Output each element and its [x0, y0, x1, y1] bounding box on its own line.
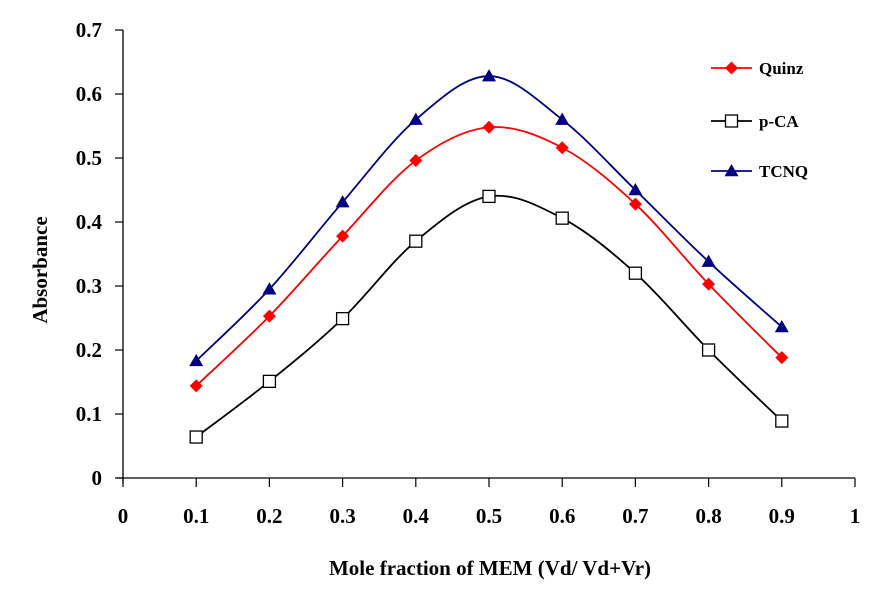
y-tick-label: 0.2	[76, 338, 102, 362]
data-point-quinz	[189, 379, 203, 393]
y-tick-label: 0.3	[76, 274, 102, 298]
data-point-p-ca	[482, 189, 496, 204]
y-tick-label: 0.7	[76, 18, 102, 42]
data-point-quinz	[775, 351, 789, 365]
x-tick-label: 0.8	[695, 504, 721, 528]
series-line-tcnq	[195, 75, 783, 362]
y-tick-label: 0.4	[76, 210, 103, 234]
series-tcnq	[189, 69, 789, 367]
series-line-quinz	[195, 126, 783, 387]
data-point-tcnq	[701, 254, 716, 267]
x-tick-label: 1	[850, 504, 861, 528]
y-axis-title: Absorbance	[28, 216, 52, 323]
series-line-p-ca	[195, 194, 783, 438]
legend-marker-tcnq	[724, 164, 739, 177]
data-point-p-ca	[262, 374, 277, 389]
x-tick-label: 0.5	[476, 504, 502, 528]
data-point-quinz	[628, 197, 642, 211]
x-tick-label: 0.7	[622, 504, 648, 528]
data-point-quinz	[702, 277, 716, 291]
data-point-tcnq	[482, 69, 496, 82]
data-point-quinz	[555, 141, 569, 155]
x-tick-label: 0	[118, 504, 129, 528]
y-tick-label: 0.6	[76, 82, 102, 106]
x-tick-label: 0.1	[183, 504, 209, 528]
legend-label-quinz: Quinz	[759, 59, 804, 78]
data-point-tcnq	[189, 353, 204, 367]
legend-label-tcnq: TCNQ	[759, 162, 808, 181]
series-group	[189, 69, 789, 444]
series-quinz	[189, 120, 789, 393]
data-point-p-ca	[409, 234, 423, 248]
data-point-tcnq	[628, 183, 643, 196]
x-tick-label: 0.9	[769, 504, 795, 528]
x-axis-title: Mole fraction of MEM (Vd/ Vd+Vr)	[329, 556, 651, 580]
data-point-p-ca	[189, 430, 203, 444]
data-point-tcnq	[408, 112, 423, 125]
data-point-p-ca	[555, 211, 569, 225]
data-point-quinz	[262, 309, 276, 323]
legend: Quinz p-CA TCNQ	[711, 59, 808, 181]
x-tick-label: 0.3	[329, 504, 355, 528]
data-point-tcnq	[555, 112, 570, 125]
legend-marker-p-ca	[724, 114, 739, 128]
legend-marker-quinz	[725, 61, 738, 75]
data-point-tcnq	[335, 195, 350, 208]
data-point-p-ca	[628, 266, 643, 280]
y-tick-label: 0.5	[76, 146, 102, 170]
data-point-tcnq	[262, 282, 277, 295]
legend-item-tcnq: TCNQ	[711, 162, 808, 181]
data-point-quinz	[409, 154, 423, 168]
legend-label-p-ca: p-CA	[759, 112, 799, 131]
series-p-ca	[189, 189, 789, 444]
data-point-quinz	[482, 120, 496, 134]
legend-item-quinz: Quinz	[711, 59, 804, 78]
data-point-quinz	[336, 229, 350, 243]
y-tick-label: 0	[92, 466, 103, 490]
data-point-p-ca	[701, 343, 716, 357]
y-tick-label: 0.1	[76, 402, 102, 426]
data-point-p-ca	[335, 311, 350, 326]
x-ticks: 0 0.1 0.2 0.3 0.4 0.5 0.6 0.7 0.8 0.9 1	[118, 478, 861, 528]
data-point-tcnq	[774, 319, 789, 333]
x-tick-label: 0.2	[256, 504, 282, 528]
legend-item-p-ca: p-CA	[711, 112, 799, 131]
data-point-p-ca	[775, 414, 789, 428]
x-tick-label: 0.4	[403, 504, 430, 528]
x-tick-label: 0.6	[549, 504, 575, 528]
y-ticks: 0 0.1 0.2 0.3 0.4 0.5 0.6 0.7	[76, 18, 123, 490]
axes	[117, 30, 855, 483]
